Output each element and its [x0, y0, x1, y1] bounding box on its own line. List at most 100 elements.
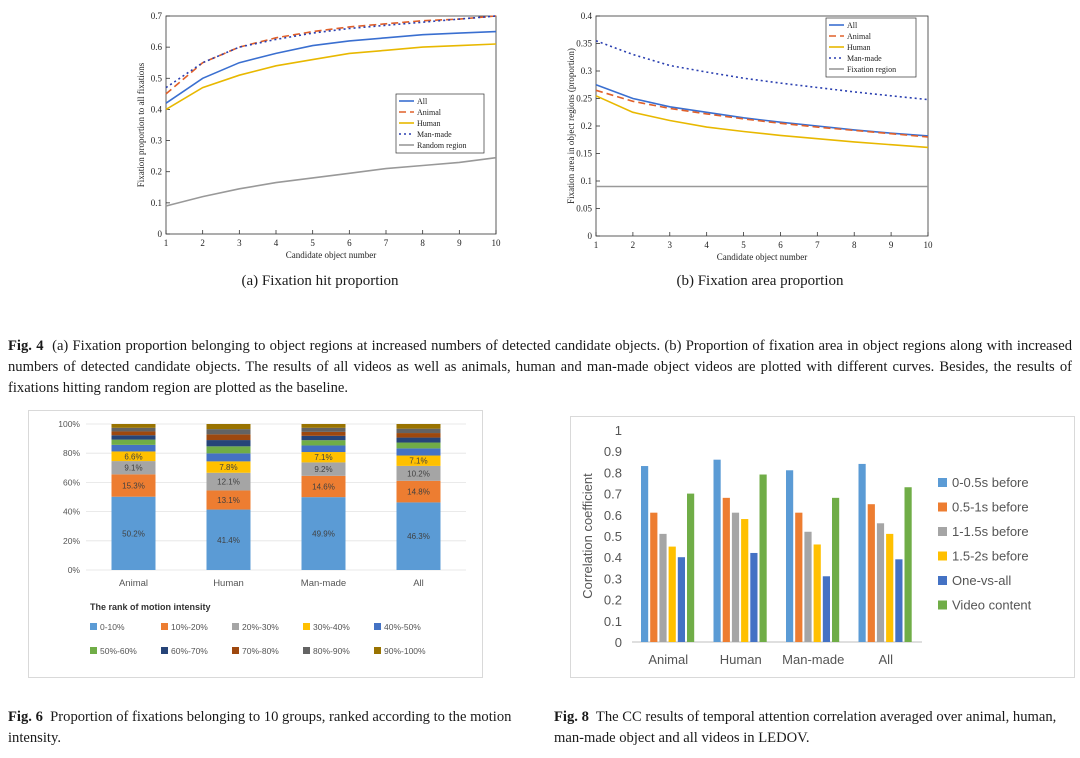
bar-segment	[111, 444, 156, 452]
x-tick-label: 4	[704, 240, 709, 250]
bar-segment	[111, 427, 156, 432]
y-axis-label: Fixation area in object regions (proport…	[566, 48, 576, 204]
x-tick-label: Animal	[119, 578, 148, 589]
x-tick-label: 9	[457, 238, 462, 248]
fig4-caption: Fig. 4 (a) Fixation proportion belonging…	[8, 336, 1072, 399]
y-tick-label: 20%	[63, 536, 80, 546]
y-tick-label: 0.3	[581, 66, 593, 76]
bar-segment	[301, 424, 346, 428]
legend-label: 1-1.5s before	[952, 524, 1029, 539]
y-tick-label: 0.15	[576, 149, 592, 159]
bar	[750, 552, 758, 642]
x-tick-label: All	[413, 578, 424, 589]
legend-label: 30%-40%	[313, 622, 350, 632]
bar-segment	[206, 440, 251, 447]
legend-swatch	[938, 502, 947, 512]
bar-segment	[111, 451, 156, 462]
bar-segment	[111, 474, 156, 497]
bar-segment	[111, 424, 156, 428]
legend-label: 40%-50%	[384, 622, 421, 632]
fig4-caption-text: (a) Fixation proportion belonging to obj…	[8, 338, 1072, 396]
x-tick-label: 3	[668, 240, 673, 250]
fig8-caption-label: Fig. 8	[554, 709, 589, 725]
bar-segment	[111, 435, 156, 440]
x-tick-label: Animal	[648, 652, 688, 667]
y-tick-label: 0.6	[151, 42, 163, 52]
y-tick-label: 0.9	[604, 444, 622, 459]
bar	[904, 487, 912, 642]
bar-segment	[301, 462, 346, 476]
legend-swatch	[374, 623, 381, 630]
x-tick-label: 10	[924, 240, 934, 250]
plot-frame	[165, 15, 497, 235]
fig6-caption-text: Proportion of fixations belonging to 10 …	[8, 709, 512, 746]
legend-label: One-vs-all	[952, 573, 1011, 588]
bar	[741, 519, 749, 642]
bar-segment	[396, 455, 441, 466]
legend-label: Man-made	[417, 130, 452, 139]
bar-segment	[396, 433, 441, 438]
legend-label: Video content	[952, 598, 1032, 613]
y-tick-label: 0.2	[581, 121, 592, 131]
bar-segment	[111, 461, 156, 475]
data-label: 9.1%	[124, 464, 142, 473]
series-line-animal	[165, 15, 497, 95]
x-tick-label: 8	[420, 238, 425, 248]
bar	[858, 463, 866, 642]
data-label: 49.9%	[312, 530, 335, 539]
bar-segment	[206, 490, 251, 510]
data-label: 50.2%	[122, 529, 145, 538]
data-label: 14.6%	[312, 482, 335, 491]
legend-swatch	[232, 647, 239, 654]
y-tick-label: 0.2	[604, 593, 622, 608]
fig6-stacked-bar-chart: 0% 20% 40% 60% 80% 100% 50.2% 15.3% 9.1% 6.6% Anim…	[28, 410, 483, 678]
data-label: 7.1%	[314, 453, 332, 462]
series-line-man-made	[595, 40, 929, 101]
data-label: 7.1%	[409, 457, 427, 466]
bar	[795, 512, 803, 642]
y-axis-label: Fixation proportion to all fixations	[136, 62, 146, 187]
x-tick-label: 2	[631, 240, 636, 250]
data-label: 14.8%	[407, 488, 430, 497]
bar-segment	[301, 440, 346, 446]
x-axis-label: Candidate object number	[717, 252, 807, 262]
x-tick-label: 10	[492, 238, 502, 248]
y-tick-label: 0.3	[151, 136, 163, 146]
bar	[659, 533, 667, 642]
series-line-all	[595, 84, 929, 137]
fig4-caption-label: Fig. 4	[8, 338, 44, 354]
legend-label: Man-made	[847, 54, 882, 63]
y-tick-label: 0.5	[151, 73, 163, 83]
bar-segment	[206, 434, 251, 441]
x-tick-label: Human	[213, 578, 244, 589]
bar-segment	[301, 475, 346, 498]
y-tick-label: 0.7	[604, 487, 622, 502]
series-line-animal	[595, 89, 929, 138]
bar-segment	[396, 465, 441, 481]
bar	[786, 470, 794, 642]
x-tick-label: All	[879, 652, 894, 667]
x-tick-label: 6	[778, 240, 783, 250]
legend-label: 60%-70%	[171, 646, 208, 656]
y-tick-label: 100%	[58, 419, 80, 429]
data-label: 46.3%	[407, 532, 430, 541]
bar	[867, 504, 875, 642]
y-tick-label: 40%	[63, 507, 80, 517]
legend-swatch	[374, 647, 381, 654]
bar-segment	[206, 453, 251, 462]
legend-swatch	[303, 647, 310, 654]
x-tick-label: 4	[274, 238, 279, 248]
bar-segment	[396, 448, 441, 456]
bar-segment	[301, 445, 346, 453]
y-tick-label: 0.5	[604, 529, 622, 544]
legend-swatch	[303, 623, 310, 630]
bar	[641, 466, 649, 642]
bar	[813, 544, 821, 642]
bar-segment	[301, 427, 346, 432]
bar-segment	[206, 424, 251, 430]
x-tick-label: 1	[594, 240, 599, 250]
bar-segment	[396, 480, 441, 503]
legend-swatch	[90, 647, 97, 654]
fig6-caption-label: Fig. 6	[8, 709, 43, 725]
bar-segment	[396, 502, 441, 570]
